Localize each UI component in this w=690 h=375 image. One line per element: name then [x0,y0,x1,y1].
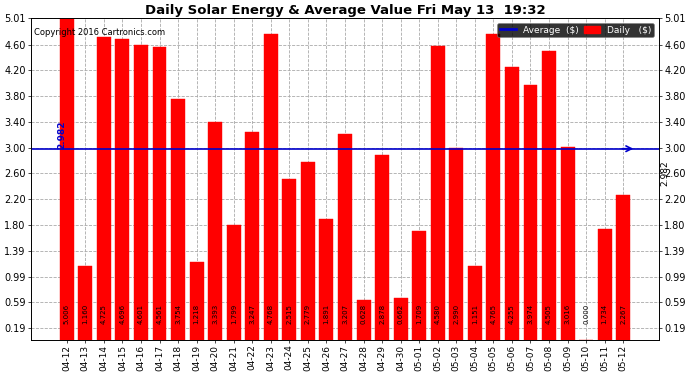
Bar [264,34,278,340]
Text: 3.974: 3.974 [527,304,533,324]
Bar [134,45,148,340]
Text: 2.990: 2.990 [453,304,460,324]
Bar [449,148,463,340]
Bar [152,47,166,340]
Text: 4.601: 4.601 [138,304,144,324]
Bar [208,122,222,340]
Text: 3.247: 3.247 [249,304,255,324]
Title: Daily Solar Energy & Average Value Fri May 13  19:32: Daily Solar Energy & Average Value Fri M… [145,4,545,17]
Bar [524,85,538,340]
Bar [171,99,185,340]
Bar [301,162,315,340]
Bar [319,219,333,340]
Text: 2.878: 2.878 [379,304,385,324]
Text: 2.779: 2.779 [305,304,311,324]
Text: 2.267: 2.267 [620,304,627,324]
Text: 2.982: 2.982 [660,160,669,186]
Text: 4.580: 4.580 [435,304,441,324]
Text: 1.734: 1.734 [602,304,608,324]
Text: 3.754: 3.754 [175,304,181,324]
Text: 4.725: 4.725 [101,304,107,324]
Bar [394,298,408,340]
Text: 2.982: 2.982 [57,120,66,149]
Text: 4.768: 4.768 [268,304,274,324]
Text: 3.016: 3.016 [564,304,571,324]
Bar [190,262,204,340]
Text: 1.151: 1.151 [472,304,477,324]
Bar [560,147,575,340]
Bar [412,231,426,340]
Text: 4.696: 4.696 [119,304,126,324]
Bar [97,37,111,340]
Text: 1.160: 1.160 [82,304,88,324]
Bar [60,19,74,340]
Text: 4.561: 4.561 [157,304,163,324]
Bar [282,179,296,340]
Bar [115,39,130,340]
Text: 4.505: 4.505 [546,304,552,324]
Bar [431,46,444,340]
Text: 3.207: 3.207 [342,304,348,324]
Text: 1.799: 1.799 [230,304,237,324]
Text: 1.709: 1.709 [416,304,422,324]
Bar [338,134,352,340]
Bar [542,51,556,340]
Legend: Average  ($), Daily   ($): Average ($), Daily ($) [497,23,654,37]
Bar [468,266,482,340]
Bar [505,67,519,340]
Bar [227,225,241,340]
Bar [357,300,371,340]
Bar [616,195,630,340]
Text: 1.218: 1.218 [194,304,199,324]
Text: 2.515: 2.515 [286,304,293,324]
Bar [486,34,500,340]
Text: 1.891: 1.891 [324,304,329,324]
Text: 0.000: 0.000 [583,304,589,324]
Text: 4.765: 4.765 [491,304,496,324]
Text: 3.393: 3.393 [213,304,218,324]
Text: 0.662: 0.662 [397,304,404,324]
Bar [246,132,259,340]
Text: 0.628: 0.628 [361,304,366,324]
Bar [375,155,389,340]
Bar [598,229,611,340]
Text: 4.255: 4.255 [509,304,515,324]
Text: Copyright 2016 Cartronics.com: Copyright 2016 Cartronics.com [34,28,166,37]
Text: 5.006: 5.006 [63,304,70,324]
Bar [79,266,92,340]
